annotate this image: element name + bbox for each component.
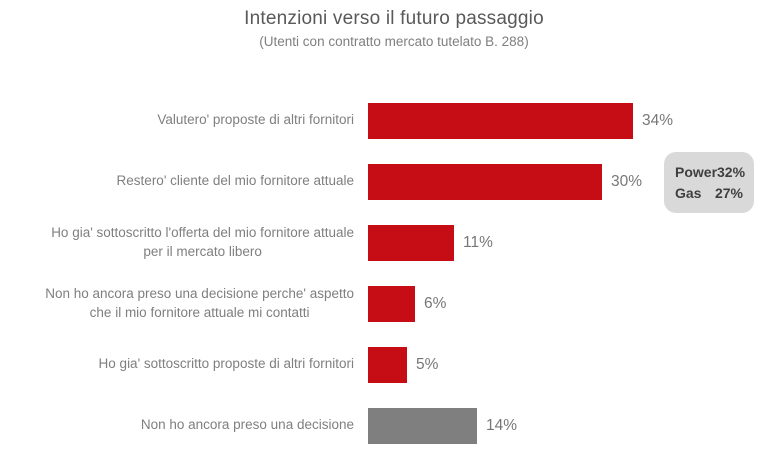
- category-label-cell: Restero' cliente del mio fornitore attua…: [0, 172, 354, 191]
- category-label-cell: Ho gia' sottoscritto l'offerta del mio f…: [0, 224, 354, 262]
- category-label: Ho gia' sottoscritto l'offerta del mio f…: [51, 224, 354, 259]
- value-label: 6%: [424, 294, 447, 312]
- bar: [368, 163, 602, 200]
- category-label: Restero' cliente del mio fornitore attua…: [116, 173, 354, 189]
- chart-row: Ho gia' sottoscritto proposte di altri f…: [0, 334, 768, 395]
- bar-rows: Valutero' proposte di altri fornitori 34%…: [0, 90, 768, 456]
- callout-power-value: 32%: [717, 163, 746, 180]
- category-label: Non ho ancora preso una decisione: [140, 417, 354, 433]
- category-label: Non ho ancora preso una decisione perche…: [45, 285, 354, 320]
- chart-row: Non ho ancora preso una decisione perche…: [0, 273, 768, 334]
- bar: [368, 102, 633, 139]
- callout-row-power: Power 32%: [675, 162, 746, 183]
- callout-gas-value: 27%: [714, 184, 743, 201]
- value-label: 14%: [486, 416, 518, 434]
- category-label-cell: Non ho ancora preso una decisione perche…: [0, 285, 354, 323]
- category-label: Valutero' proposte di altri fornitori: [157, 112, 354, 128]
- callout-gas-label: Gas: [675, 184, 702, 201]
- chart-row: Ho gia' sottoscritto l'offerta del mio f…: [0, 212, 768, 273]
- chart-subtitle: (Utenti con contratto mercato tutelato B…: [259, 34, 529, 49]
- category-label-cell: Non ho ancora preso una decisione: [0, 416, 354, 435]
- power-gas-callout: Power 32% Gas 27%: [664, 152, 754, 213]
- chart-row: Valutero' proposte di altri fornitori 34%: [0, 90, 768, 151]
- value-label: 11%: [463, 233, 493, 251]
- bar: [368, 224, 454, 261]
- category-label: Ho gia' sottoscritto proposte di altri f…: [98, 356, 354, 372]
- bar: [368, 346, 407, 383]
- category-label-cell: Ho gia' sottoscritto proposte di altri f…: [0, 355, 354, 374]
- callout-row-gas: Gas 27%: [675, 183, 743, 204]
- chart-header: Intenzioni verso il futuro passaggio (Ut…: [20, 8, 768, 49]
- value-label: 34%: [642, 111, 674, 129]
- category-label-cell: Valutero' proposte di altri fornitori: [0, 111, 354, 130]
- bar: [368, 407, 477, 444]
- chart-row: Restero' cliente del mio fornitore attua…: [0, 151, 768, 212]
- callout-power-label: Power: [675, 163, 718, 180]
- chart-title: Intenzioni verso il futuro passaggio: [244, 8, 544, 29]
- chart-row: Non ho ancora preso una decisione 14%: [0, 395, 768, 456]
- bar: [368, 285, 415, 322]
- value-label: 30%: [611, 172, 643, 190]
- value-label: 5%: [416, 355, 439, 373]
